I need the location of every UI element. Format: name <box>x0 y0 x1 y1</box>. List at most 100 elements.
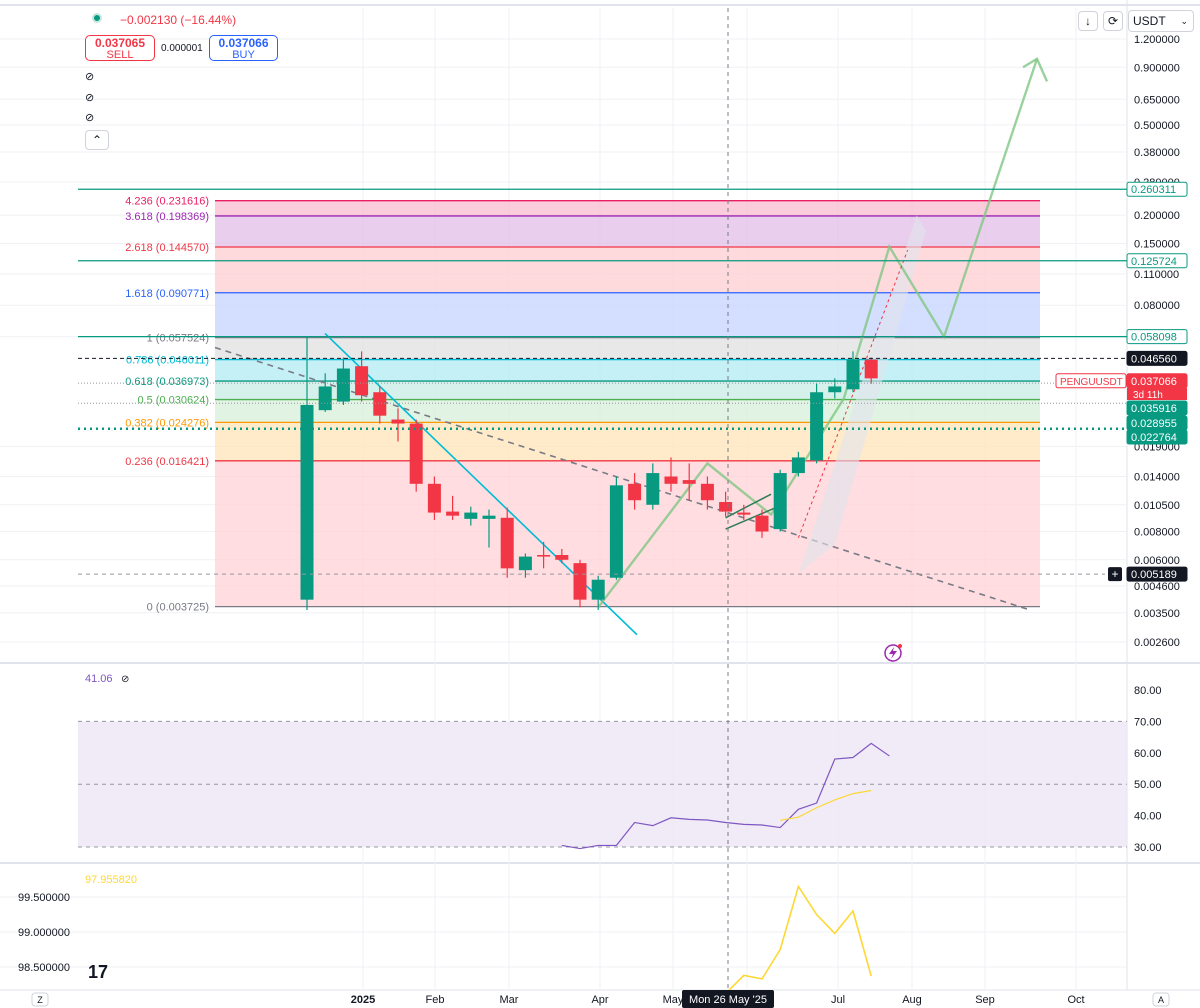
candle <box>737 512 751 515</box>
candle <box>791 457 805 474</box>
indicator-pane: 97.955820 <box>85 874 872 995</box>
fib-level-label: 0 (0.003725) <box>147 602 209 614</box>
countdown-text: 3d 11h <box>1133 390 1163 401</box>
time-axis[interactable]: 2025FebMarAprMayJunJulAugSepOct <box>351 994 1085 1006</box>
crosshair-date-tag <box>682 990 774 1008</box>
y-tick-label: 0.003500 <box>1134 608 1180 620</box>
candle <box>828 386 842 393</box>
y-tick-label: 0.080000 <box>1134 300 1180 312</box>
x-tick-label: 2025 <box>351 994 375 1006</box>
misc-overlay: Mon 26 May '25 Z A 17 <box>31 8 1170 1008</box>
candle <box>755 515 769 532</box>
currency-select[interactable]: USDT ⌄ <box>1128 10 1194 32</box>
eye-slash-icon[interactable]: ⊘ <box>85 92 95 104</box>
candle <box>300 404 314 600</box>
auto-scale-label: A <box>1158 995 1164 1005</box>
buy-price: 0.037066 <box>218 36 269 50</box>
y-tick-label: 1.200000 <box>1134 34 1180 46</box>
price-axis[interactable]: 1.200000 0.900000 0.650000 0.500000 0.380000… <box>18 34 1180 974</box>
price-axis-label <box>1126 181 1188 197</box>
candles <box>300 336 878 611</box>
price-axis-label <box>1126 566 1188 582</box>
rsi-pane: 41.06 ⊘ <box>78 673 1127 850</box>
y-tick-label: 0.006000 <box>1134 555 1180 567</box>
y-tick-label: 0.002600 <box>1134 637 1180 649</box>
price-axis-label-text: 0.058098 <box>1131 332 1177 344</box>
candle <box>355 366 369 396</box>
y-tick-label: 0.900000 <box>1134 62 1180 74</box>
fib-zone <box>215 381 1040 400</box>
fib-zone <box>215 215 1040 248</box>
price-axis-label-text: 0.035916 <box>1131 403 1177 415</box>
eye-slash-icon[interactable]: ⊘ <box>85 112 95 124</box>
y-tick-label: 98.500000 <box>18 962 70 974</box>
rsi-series-line <box>780 789 872 821</box>
candle <box>518 556 532 571</box>
fib-level-label: 1 (0.057524) <box>147 333 209 345</box>
fib-zone <box>215 292 1040 338</box>
auto-scale-button <box>1152 992 1170 1007</box>
fib-zone <box>215 337 1040 360</box>
y-tick-label: 0.500000 <box>1134 120 1180 132</box>
y-tick-label: 0.110000 <box>1134 269 1179 281</box>
candle <box>391 419 405 424</box>
candle <box>664 476 678 484</box>
candle <box>682 480 696 484</box>
candle <box>336 368 350 402</box>
y-tick-label: 99.000000 <box>18 927 70 939</box>
candle <box>700 483 714 501</box>
symbol-tag-text: PENGUUSDT <box>1060 377 1123 388</box>
buy-button[interactable]: 0.037066 BUY <box>209 35 278 61</box>
sell-button[interactable]: 0.037065 SELL <box>85 35 155 61</box>
y-tick-label: 30.00 <box>1134 842 1162 854</box>
add-alert-button <box>1108 567 1122 582</box>
candle <box>409 423 423 484</box>
indicator-value-label: 97.955820 <box>85 874 137 886</box>
price-axis-label-text: 0.046560 <box>1131 353 1177 365</box>
flag-line <box>725 505 781 530</box>
x-tick-label: Apr <box>591 994 608 1006</box>
zoom-mode-button <box>31 992 49 1007</box>
x-tick-label: Mar <box>500 994 519 1006</box>
sell-label: SELL <box>106 49 134 61</box>
fib-zone <box>215 359 1040 382</box>
collapse-indicators-button[interactable]: ⌃ <box>85 130 109 150</box>
price-axis-label-text: 0.022764 <box>1131 432 1177 444</box>
y-tick-label: 70.00 <box>1134 716 1162 728</box>
x-tick-label: Oct <box>1067 994 1084 1006</box>
candle <box>591 579 605 600</box>
candle <box>646 473 660 505</box>
fib-level-label: 4.236 (0.231616) <box>125 196 209 208</box>
refresh-icon[interactable]: ⟳ <box>1103 11 1123 31</box>
candle <box>427 483 441 513</box>
y-tick-label: 60.00 <box>1134 748 1162 760</box>
price-labels: 0.260311 0.125724 0.058098 0.046560 0.037066… <box>1055 181 1188 582</box>
sell-price: 0.037065 <box>94 36 146 50</box>
crosshair-date-text: Mon 26 May '25 <box>689 994 767 1006</box>
price-axis-label <box>1126 329 1188 345</box>
download-arrow-icon[interactable]: ↓ <box>1078 11 1098 31</box>
candle <box>864 359 878 379</box>
flag-line <box>725 493 772 519</box>
rsi-value-label: 41.06 <box>85 673 113 685</box>
candle <box>482 515 496 519</box>
fib-retracement: 4.236 (0.231616) 3.618 (0.198369) 2.618 (0… <box>125 196 1040 614</box>
eye-slash-icon[interactable]: ⊘ <box>85 71 95 83</box>
fib-level-label: 0.382 (0.024276) <box>125 417 209 429</box>
y-tick-label: 40.00 <box>1134 811 1162 823</box>
candle <box>555 555 569 560</box>
price-axis-label-text: 0.028955 <box>1131 418 1177 430</box>
candle <box>573 563 587 600</box>
fib-level-label: 3.618 (0.198369) <box>125 211 209 223</box>
chevron-down-icon: ⌄ <box>1180 16 1188 26</box>
y-tick-label: 99.500000 <box>18 892 70 904</box>
candle <box>318 386 332 411</box>
x-tick-label: Sep <box>975 994 995 1006</box>
price-change: −0.002130 (−16.44%) <box>120 13 237 27</box>
y-tick-label: 0.200000 <box>1134 210 1180 222</box>
tradingview-logo: 17 <box>88 962 108 982</box>
price-axis-label <box>1126 400 1188 416</box>
y-tick-label: 0.650000 <box>1134 94 1180 106</box>
y-tick-label: 0.150000 <box>1134 238 1180 250</box>
